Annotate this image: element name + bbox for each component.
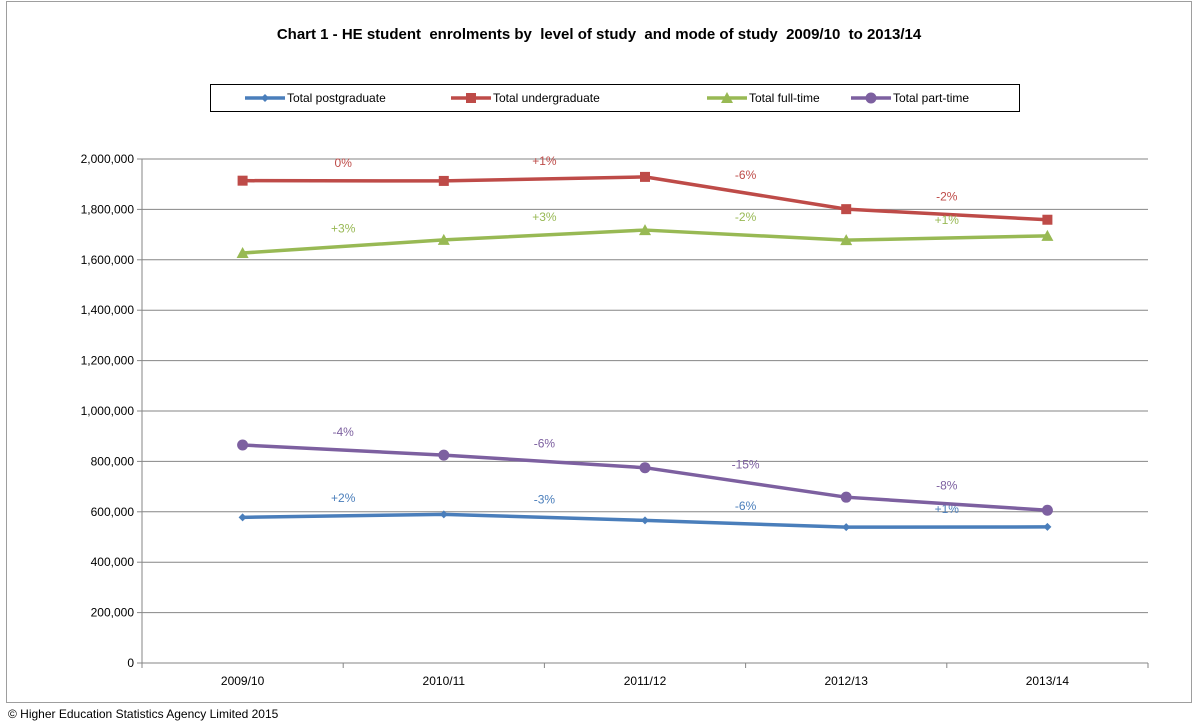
y-tick-label: 200,000	[91, 606, 135, 620]
change-label: +2%	[331, 491, 356, 505]
legend-label: Total part-time	[893, 91, 969, 105]
change-label: +1%	[532, 154, 557, 168]
x-tick-label: 2010/11	[423, 674, 466, 688]
y-tick-label: 1,600,000	[81, 253, 135, 267]
data-point-total-undergraduate	[438, 175, 449, 186]
legend-label: Total postgraduate	[287, 91, 386, 105]
change-label: -3%	[534, 492, 556, 506]
change-label: +3%	[331, 221, 356, 235]
y-tick-label: 400,000	[91, 555, 135, 569]
data-point-total-part-time	[438, 449, 450, 461]
data-point-total-part-time	[639, 462, 651, 474]
x-tick-label: 2011/12	[624, 674, 667, 688]
data-point-total-undergraduate	[640, 171, 650, 182]
change-label: -2%	[936, 189, 958, 203]
change-label: -8%	[936, 479, 958, 493]
series-line-total-part-time	[242, 443, 1048, 513]
change-label: -6%	[735, 168, 757, 182]
y-tick-label: 800,000	[91, 454, 135, 468]
y-tick-label: 1,400,000	[81, 303, 135, 317]
legend-entries: Total postgraduate Total undergraduate Tot…	[245, 91, 969, 105]
data-point-total-full-time	[840, 234, 853, 246]
data-point-total-postgraduate	[641, 516, 649, 525]
data-point-total-postgraduate	[842, 523, 851, 532]
change-label: +1%	[935, 213, 960, 227]
chart-legend: Total postgraduate Total undergraduate Tot…	[210, 84, 1020, 112]
data-point-total-part-time	[840, 491, 852, 503]
data-point-total-undergraduate	[237, 175, 248, 186]
y-tick-label: 0	[127, 656, 134, 670]
data-point-total-postgraduate	[1043, 522, 1052, 531]
data-point-total-full-time	[437, 233, 450, 245]
legend-label: Total undergraduate	[493, 91, 600, 105]
change-label: -4%	[333, 425, 355, 439]
y-tick-label: 600,000	[91, 505, 135, 519]
data-point-total-postgraduate	[439, 510, 448, 519]
data-point-total-undergraduate	[1042, 214, 1053, 225]
change-label: 0%	[335, 156, 353, 170]
data-point-total-postgraduate	[238, 513, 247, 522]
data-point-total-full-time	[639, 224, 651, 236]
y-tick-label: 2,000,000	[81, 152, 135, 166]
legend-marker-total-part-time	[865, 92, 877, 104]
chart-frame	[6, 1, 1192, 703]
y-tick-label: 1,200,000	[81, 354, 135, 368]
source-note: © Higher Education Statistics Agency Lim…	[8, 707, 279, 721]
data-point-total-undergraduate	[841, 204, 852, 215]
chart-title: Chart 1 - HE student enrolments by level…	[276, 26, 922, 43]
legend-marker-total-undergraduate	[466, 93, 476, 103]
legend-label: Total full-time	[749, 91, 820, 105]
data-point-total-part-time	[237, 439, 249, 451]
y-tick-label: 1,000,000	[81, 404, 135, 418]
data-point-total-full-time	[236, 246, 249, 258]
legend-marker-total-postgraduate	[261, 94, 269, 102]
x-tick-label: 2009/10	[221, 674, 265, 688]
change-label: +3%	[532, 210, 557, 224]
change-label: -15%	[732, 457, 760, 471]
series-line-total-undergraduate	[242, 175, 1048, 222]
data-point-total-part-time	[1041, 504, 1053, 516]
legend-marker-total-full-time	[721, 92, 733, 103]
y-tick-label: 1,800,000	[81, 202, 135, 216]
x-tick-label: 2012/13	[825, 674, 869, 688]
change-label: -6%	[735, 499, 757, 513]
change-label: -6%	[534, 436, 556, 450]
x-tick-label: 2013/14	[1026, 674, 1070, 688]
change-label: -2%	[735, 210, 757, 224]
data-point-total-full-time	[1041, 229, 1054, 241]
